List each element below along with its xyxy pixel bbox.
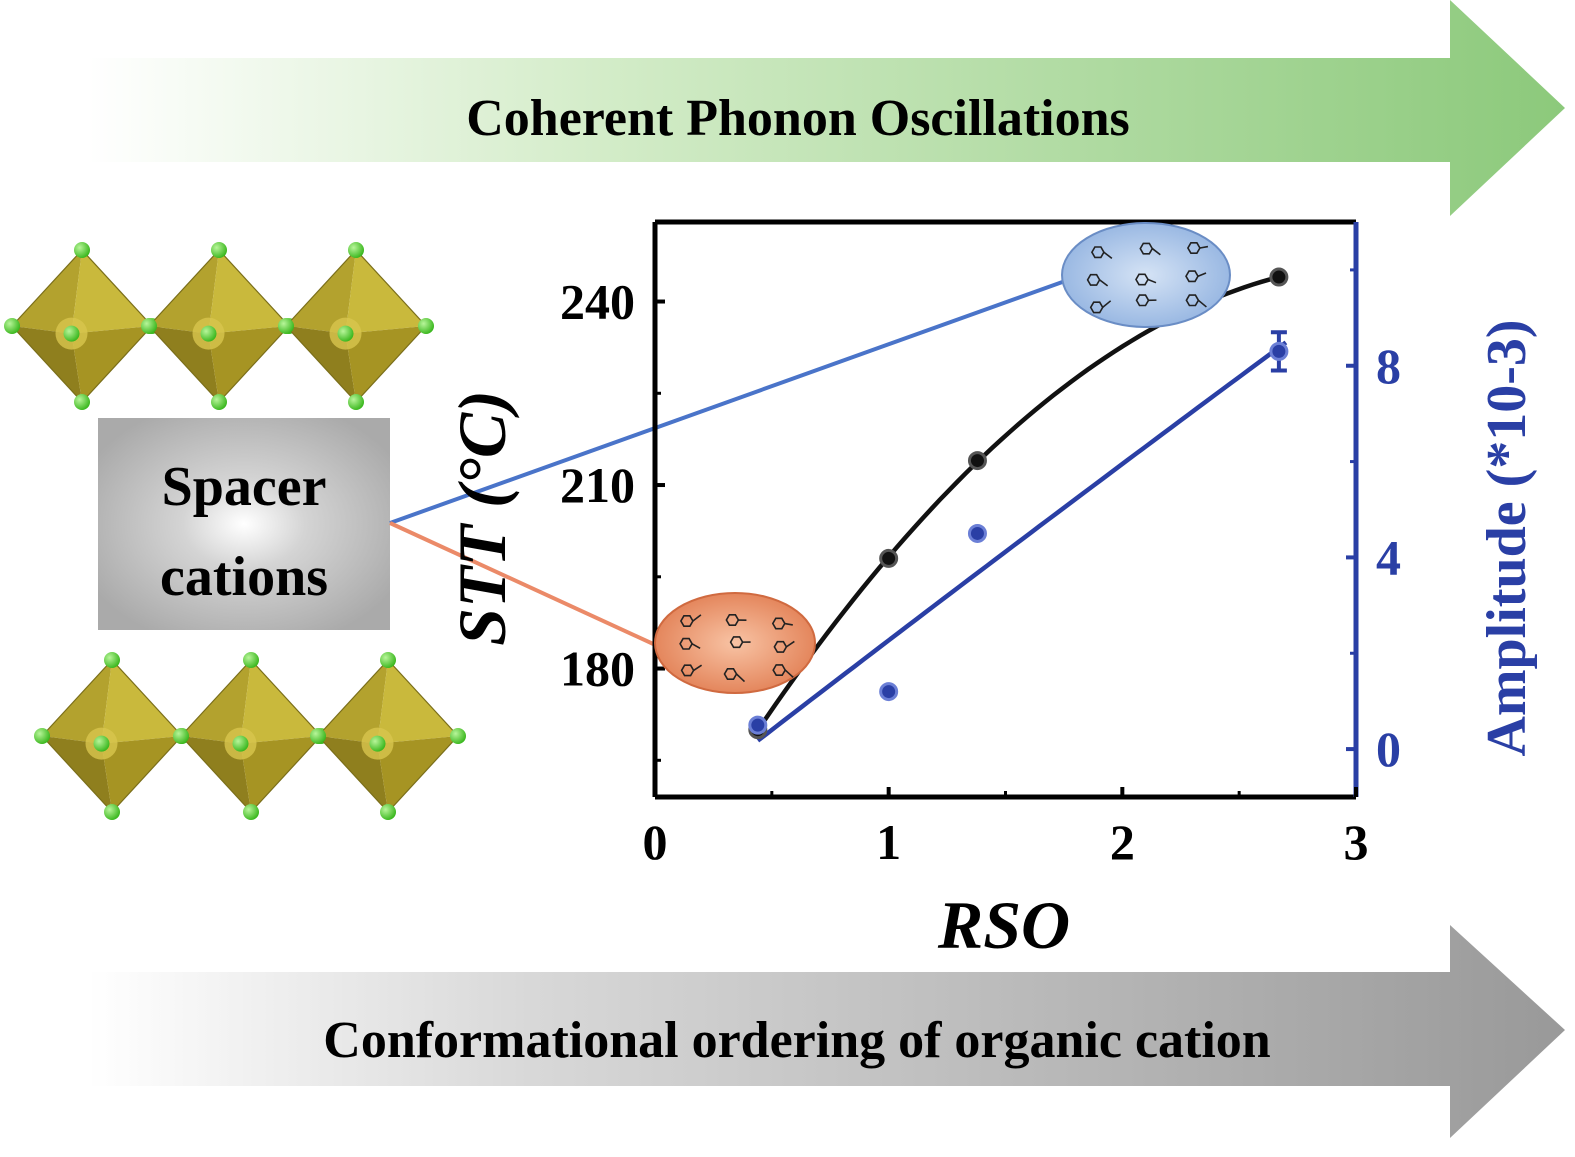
- halide-atom: [104, 804, 120, 820]
- bottom-banner-arrow: Conformational ordering of organic catio…: [88, 925, 1565, 1138]
- spacer-cations-box: Spacer cations: [98, 418, 390, 630]
- x-axis-label: RSO: [937, 887, 1070, 963]
- chart-curves: [755, 274, 1288, 743]
- top-banner-arrow: Coherent Phonon Oscillations: [88, 0, 1565, 216]
- spacer-cations-line1: Spacer: [162, 456, 327, 518]
- x-tick-label: 2: [1110, 814, 1135, 870]
- halide-atom: [74, 242, 90, 258]
- bottom-banner-text: Conformational ordering of organic catio…: [323, 1012, 1271, 1069]
- halide-atom: [211, 394, 227, 410]
- y-right-tick-label: 0: [1376, 721, 1401, 777]
- y-left-tick-label: 180: [560, 641, 635, 697]
- amplitude-data-point: [748, 715, 768, 735]
- halide-atom: [141, 318, 157, 334]
- halide-atom: [348, 394, 364, 410]
- octahedron: [278, 242, 434, 410]
- halide-atom: [34, 728, 50, 744]
- halide-atom: [418, 318, 434, 334]
- disordered-cation-inset: [654, 592, 816, 694]
- top-banner-text: Coherent Phonon Oscillations: [466, 90, 1130, 147]
- stt-fit-curve: [755, 274, 1280, 732]
- chart-axes: 0 1 2 3 180 210 240 0 4 8: [560, 219, 1401, 870]
- y-left-tick-label: 240: [560, 274, 635, 330]
- perovskite-octahedra-bottom-layer: [34, 652, 466, 820]
- octahedron: [141, 242, 297, 410]
- halide-atom: [211, 242, 227, 258]
- halide-atom: [348, 242, 364, 258]
- halide-atom: [104, 652, 120, 668]
- x-tick-label: 1: [876, 814, 901, 870]
- octahedron: [34, 652, 190, 820]
- stt-data-point: [1269, 267, 1289, 287]
- y-right-tick-label: 4: [1376, 529, 1401, 585]
- perovskite-octahedra-top-layer: [4, 242, 434, 410]
- amplitude-data-point: [1269, 341, 1289, 361]
- connector-line-orange: [389, 521, 663, 650]
- y-left-tick-label: 210: [560, 457, 635, 513]
- halide-atom: [380, 652, 396, 668]
- y-right-tick-label: 8: [1376, 338, 1401, 394]
- spacer-cations-line2: cations: [160, 546, 328, 608]
- amplitude-data-point: [967, 523, 987, 543]
- octahedron: [173, 652, 329, 820]
- halide-atom: [173, 728, 189, 744]
- halide-atom: [278, 318, 294, 334]
- halide-atom: [243, 804, 259, 820]
- x-tick-label: 0: [643, 814, 668, 870]
- stt-data-point: [967, 451, 987, 471]
- y-axis-right-label: Amplitude (*10-3): [1476, 319, 1538, 756]
- amplitude-data-point: [879, 682, 899, 702]
- chart: 0 1 2 3 180 210 240 0 4 8 RSO STT (°C) Amplitude …: [444, 219, 1538, 963]
- ordered-cation-inset: [1061, 222, 1231, 328]
- octahedron: [4, 242, 160, 410]
- x-tick-label: 3: [1344, 814, 1369, 870]
- y-axis-left-label: STT (°C): [444, 390, 520, 646]
- connector-line-blue: [389, 278, 1069, 525]
- amplitude-fit-curve: [756, 340, 1288, 743]
- halide-atom: [310, 728, 326, 744]
- stt-data-point: [879, 548, 899, 568]
- halide-atom: [380, 804, 396, 820]
- halide-atom: [74, 394, 90, 410]
- halide-atom: [243, 652, 259, 668]
- octahedron: [310, 652, 466, 820]
- halide-atom: [450, 728, 466, 744]
- chart-points: [748, 267, 1289, 740]
- halide-atom: [4, 318, 20, 334]
